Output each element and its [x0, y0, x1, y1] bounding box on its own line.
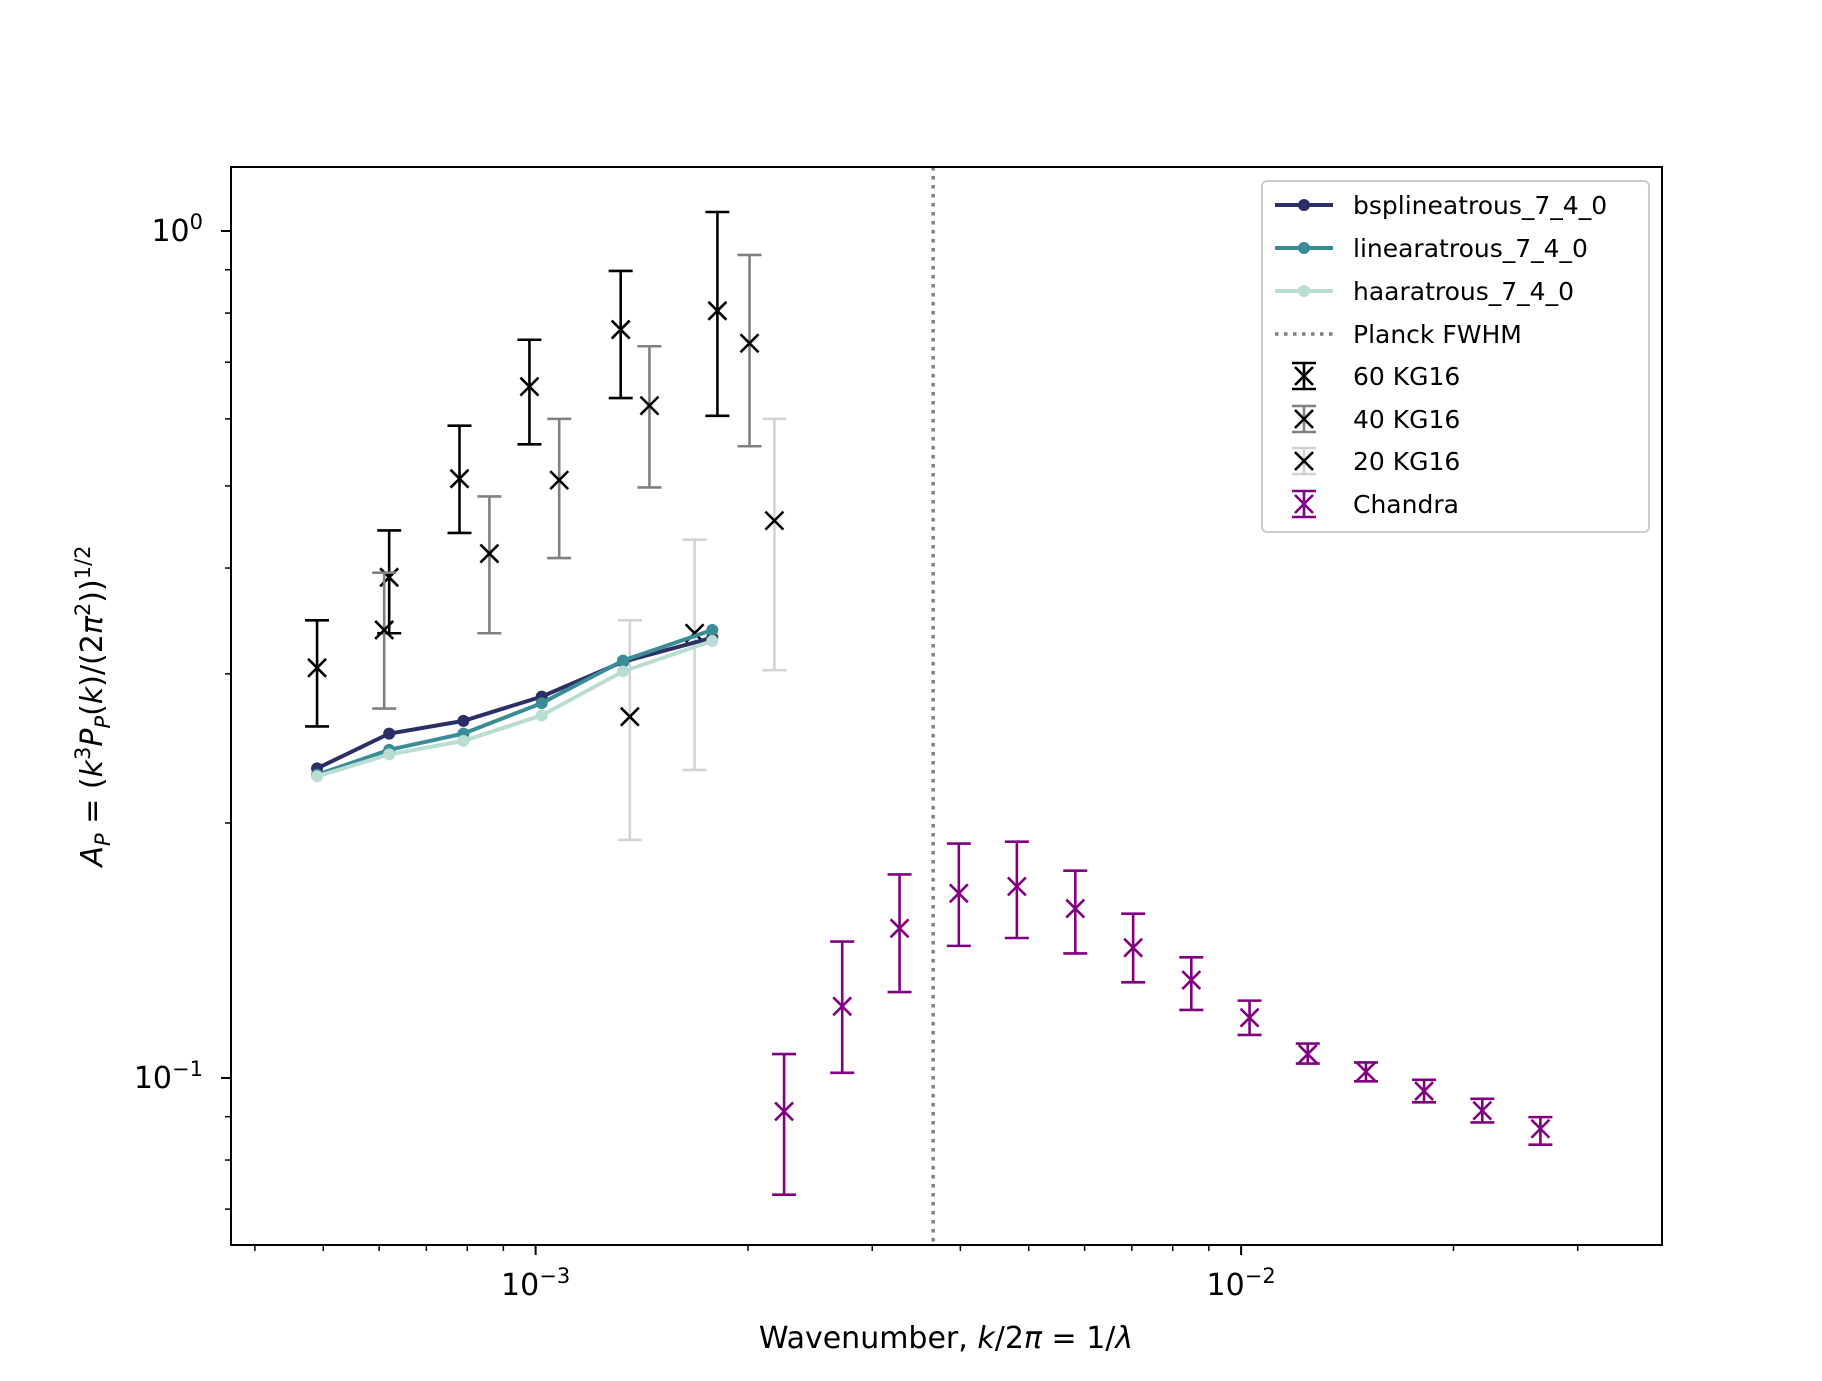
legend-label: 60 KG16	[1353, 362, 1460, 391]
legend: bsplineatrous_7_4_0 linearatrous_7_4_0haa…	[1261, 180, 1650, 533]
legend-entry: 60 KG16	[1292, 361, 1460, 391]
data-point	[457, 714, 470, 727]
data-point	[449, 468, 470, 489]
data-point	[706, 623, 719, 636]
x-axis-label: Wavenumber, k/2π = 1/λ	[759, 1321, 1133, 1356]
series-haaratrous_7_4_0	[311, 635, 719, 783]
data-point	[619, 706, 640, 727]
legend-marker	[1294, 451, 1314, 471]
y-axis-label: AP = (k3PP(k)/(2π2))1/2	[71, 546, 115, 869]
data-point	[639, 395, 660, 416]
series-line	[316, 639, 713, 779]
data-point	[1181, 970, 1202, 990]
legend-entry: Planck FWHM	[1275, 320, 1522, 349]
x-axis: 10−3 10−2	[254, 1245, 1579, 1303]
data-point	[707, 300, 728, 321]
data-point	[535, 709, 548, 722]
data-point	[383, 727, 396, 740]
legend-label: haaratrous_7_4_0	[1353, 277, 1574, 306]
y-tick-label: 10−1	[134, 1057, 203, 1096]
legend-entry: bsplineatrous_7_4_0	[1275, 191, 1607, 220]
legend-marker	[1294, 494, 1314, 514]
data-point	[617, 654, 630, 667]
data-point	[706, 635, 719, 648]
legend-marker	[1294, 366, 1314, 386]
series-chandra	[772, 840, 1553, 1197]
data-point	[739, 333, 760, 354]
data-point	[1414, 1081, 1434, 1101]
data-point	[1297, 1044, 1318, 1065]
legend-entry: linearatrous_7_4_0	[1275, 234, 1588, 263]
data-point	[889, 918, 910, 939]
x-tick-label: 10−3	[501, 1264, 570, 1303]
legend-marker	[1298, 199, 1310, 211]
legend-label: Chandra	[1353, 490, 1459, 519]
data-point	[1472, 1100, 1493, 1121]
data-point	[948, 883, 969, 904]
axes-frame	[230, 166, 1663, 1246]
legend-label: Planck FWHM	[1353, 320, 1522, 349]
y-tick-label: 100	[151, 210, 203, 249]
data-point	[764, 510, 785, 531]
legend-entry: Chandra	[1292, 489, 1459, 519]
data-point	[374, 620, 395, 640]
plot-area	[305, 167, 1553, 1245]
data-point	[311, 770, 324, 783]
legend-entry: 40 KG16	[1292, 404, 1460, 434]
data-point	[832, 996, 853, 1017]
data-point	[610, 319, 631, 340]
data-point	[535, 697, 548, 710]
data-point	[1006, 876, 1027, 897]
legend-marker	[1298, 285, 1310, 297]
data-point	[1239, 1007, 1260, 1028]
data-point	[1123, 937, 1144, 958]
series-line	[316, 635, 713, 771]
series-40-kg16	[372, 253, 762, 710]
legend-label: bsplineatrous_7_4_0	[1353, 191, 1607, 220]
series-line	[316, 628, 713, 777]
legend-box	[1261, 180, 1650, 533]
data-point	[383, 748, 396, 761]
legend-entry: 20 KG16	[1292, 446, 1460, 476]
data-point	[617, 665, 630, 678]
data-point	[519, 376, 540, 397]
legend-label: 40 KG16	[1353, 405, 1460, 434]
data-point	[549, 470, 570, 491]
legend-entry: haaratrous_7_4_0	[1275, 277, 1574, 306]
y-axis: 10−1 100	[134, 210, 231, 1210]
legend-label: linearatrous_7_4_0	[1353, 234, 1588, 263]
data-point	[1530, 1118, 1551, 1139]
series-60-kg16	[305, 210, 730, 728]
data-point	[479, 543, 500, 564]
legend-marker	[1298, 242, 1310, 254]
legend-label: 20 KG16	[1353, 447, 1460, 476]
data-point	[1356, 1061, 1376, 1082]
legend-marker	[1294, 409, 1314, 429]
data-point	[1065, 898, 1086, 919]
data-point	[457, 734, 470, 747]
data-point	[307, 657, 327, 678]
data-point	[774, 1101, 795, 1122]
x-tick-label: 10−2	[1207, 1264, 1276, 1303]
